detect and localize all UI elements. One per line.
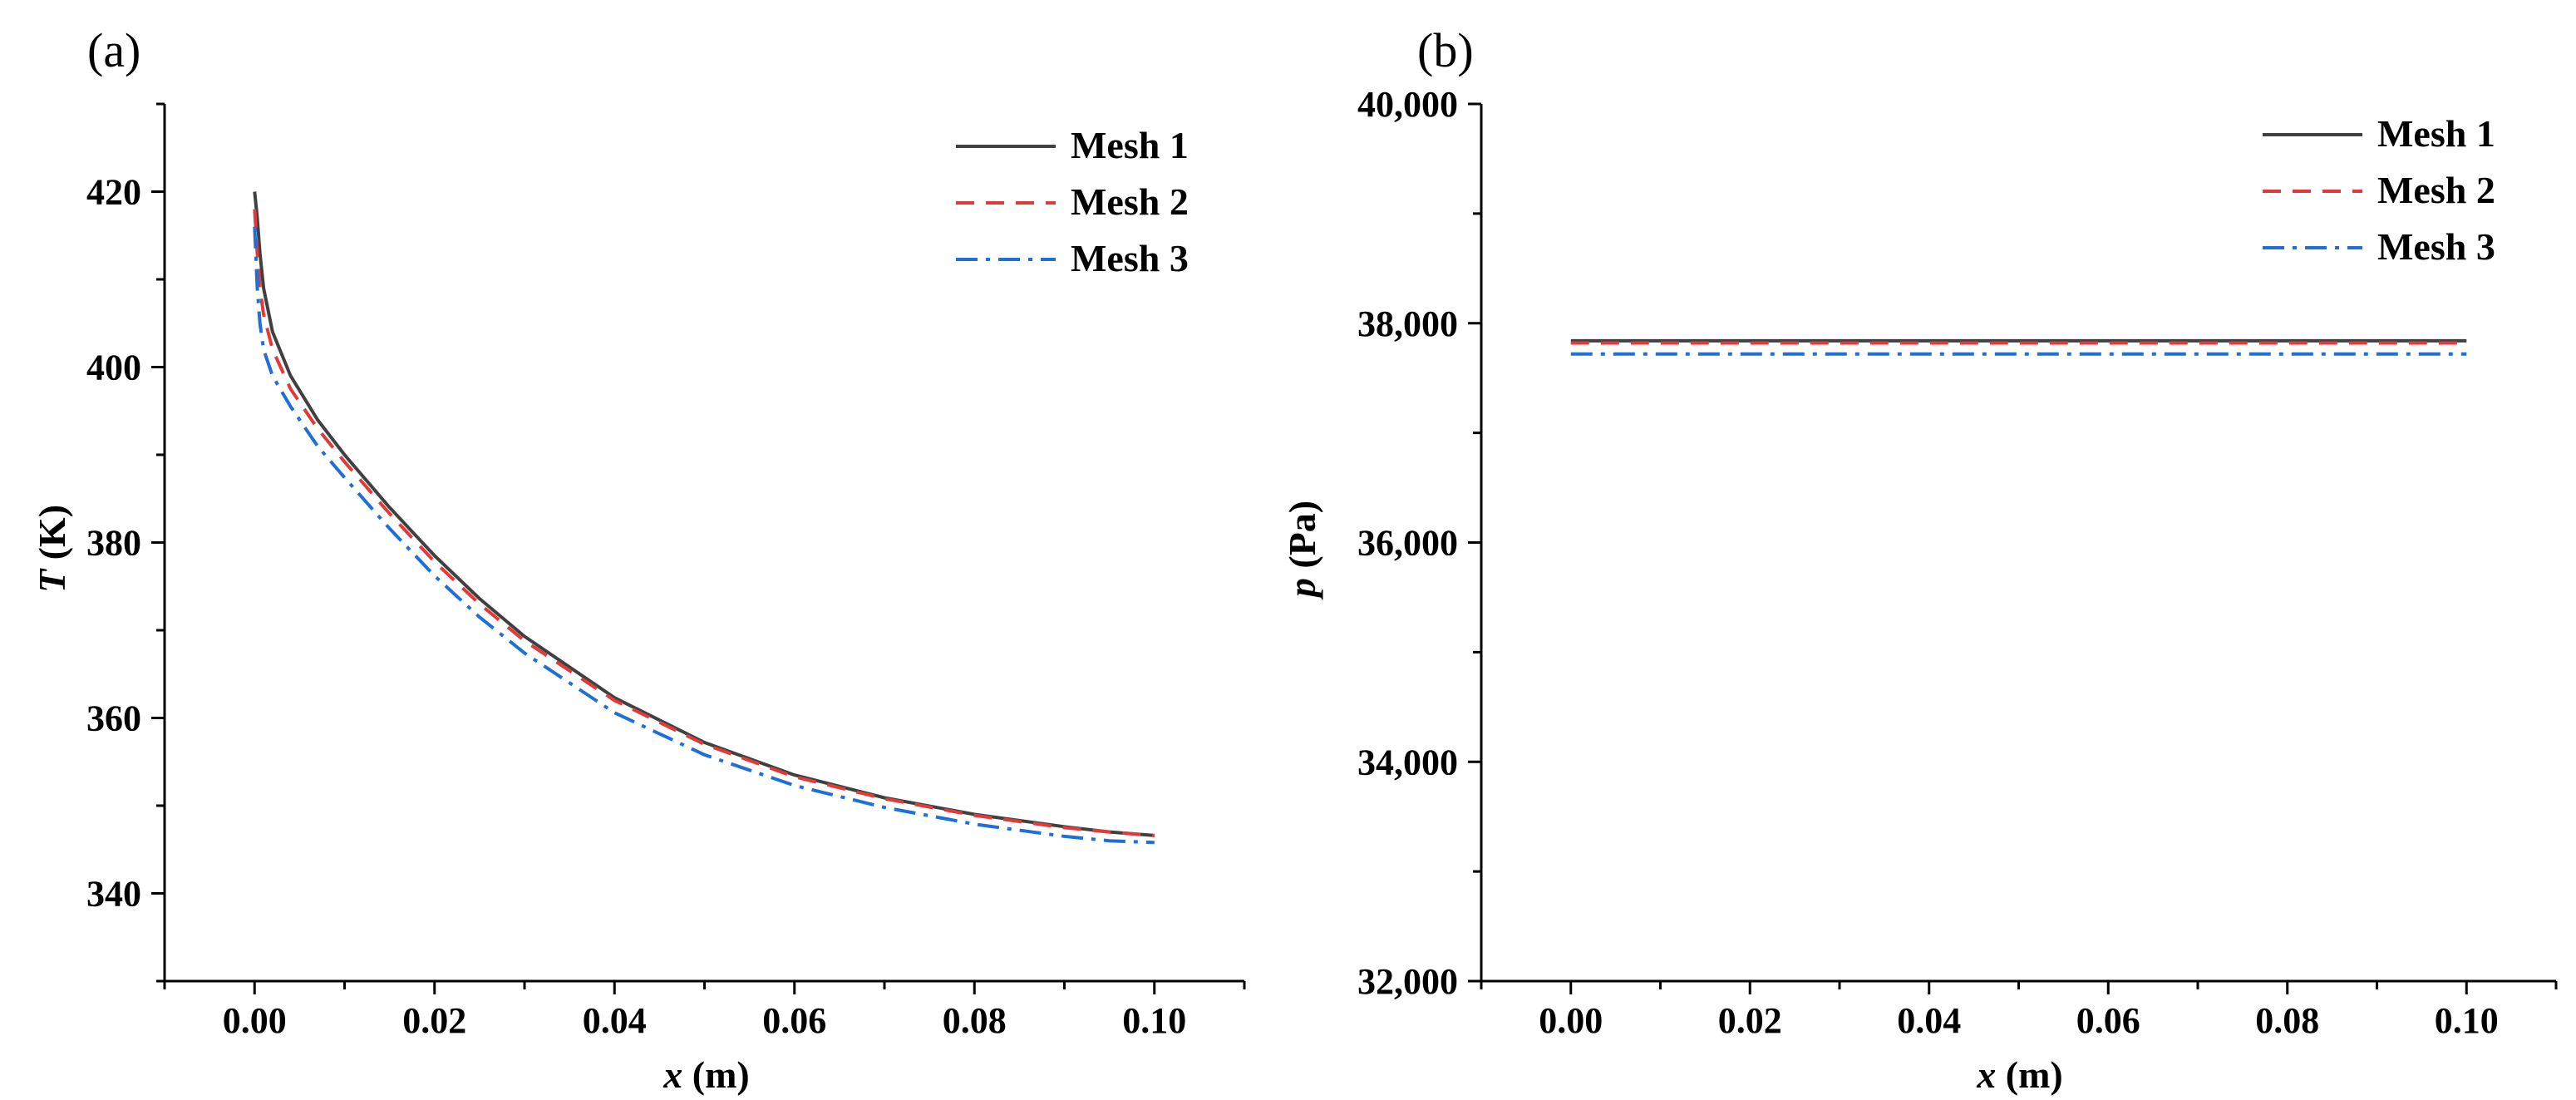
panel-a-y-tick-label: 420 [86, 172, 141, 213]
panel-b-label: (b) [1417, 23, 1474, 77]
panel-b-x-tick-label: 0.04 [1897, 1000, 1961, 1041]
panel-a-y-axis-label: T (K) [31, 505, 73, 593]
panel-b-y-tick-label: 36,000 [1357, 523, 1458, 564]
panel-a-label: (a) [87, 23, 140, 77]
panel-a-x-tick-label: 0.02 [402, 1000, 466, 1041]
panel-a-temperature-chart: (a) 0.00 0.02 0.04 0.06 0.08 0.10 340 360 380 400… [31, 23, 1246, 1096]
panel-b-x-tick-label: 0.02 [1718, 1000, 1782, 1041]
panel-b-x-axis-label: x (m) [1976, 1053, 2062, 1096]
panel-a-legend-label-mesh-3: Mesh 3 [1071, 237, 1189, 279]
panel-a-x-axis-label: x (m) [662, 1053, 749, 1096]
panel-a-y-tick-label: 360 [86, 698, 141, 739]
panel-b-x-tick-label: 0.08 [2255, 1000, 2319, 1041]
panel-a-x-tick-label: 0.04 [583, 1000, 647, 1041]
panel-b-x-tick-label: 0.06 [2076, 1000, 2140, 1041]
panel-b-x-tick-label: 0.00 [1539, 1000, 1603, 1041]
panel-b-y-tick-label: 32,000 [1357, 961, 1458, 1002]
panel-b-x-tick-label: 0.10 [2435, 1000, 2499, 1041]
panel-a-legend-label-mesh-1: Mesh 1 [1071, 124, 1189, 166]
panel-a-x-tick-label: 0.00 [223, 1000, 287, 1041]
panel-a-series-line-mesh-2 [253, 209, 1155, 837]
panel-a-legend: Mesh 1 Mesh 2 Mesh 3 [956, 124, 1189, 279]
panel-a-x-tick-label: 0.10 [1122, 1000, 1186, 1041]
panel-a-y-tick-label: 340 [86, 874, 141, 915]
panel-b-y-tick-label: 34,000 [1357, 742, 1458, 782]
panel-a-legend-label-mesh-2: Mesh 2 [1071, 180, 1189, 223]
panel-b-y-tick-label: 38,000 [1357, 303, 1458, 344]
panel-a-x-tick-label: 0.06 [762, 1000, 826, 1041]
panel-a-x-tick-label: 0.08 [943, 1000, 1007, 1041]
panel-b-y-tick-label: 40,000 [1357, 84, 1458, 125]
panel-b-legend-label-mesh-3: Mesh 3 [2377, 225, 2495, 268]
panel-b-pressure-chart: (b) 0.00 0.02 0.04 0.06 0.08 0.10 32,000 34,000… [1281, 23, 2558, 1096]
panel-a-y-tick-label: 380 [86, 523, 141, 564]
panel-b-legend-label-mesh-2: Mesh 2 [2377, 169, 2495, 211]
panel-b-y-axis-label: p (Pa) [1281, 501, 1323, 600]
panel-a-series-line-mesh-3 [253, 226, 1155, 845]
panel-b-legend-label-mesh-1: Mesh 1 [2377, 112, 2495, 155]
panel-a-y-tick-label: 400 [86, 348, 141, 388]
panel-b-legend: Mesh 1 Mesh 2 Mesh 3 [2263, 112, 2495, 268]
